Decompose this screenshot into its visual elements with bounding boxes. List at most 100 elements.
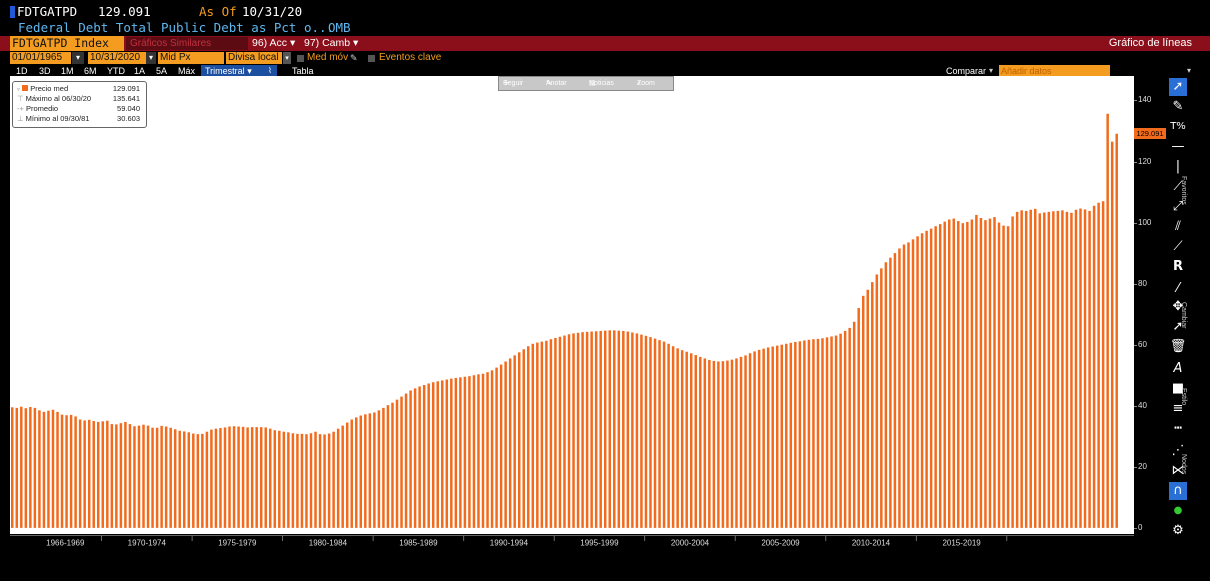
trend-line-icon[interactable]: ⟋ [1173, 179, 1183, 194]
data-bar [69, 414, 73, 528]
data-bar [717, 361, 720, 528]
line-weight-icon[interactable]: ≡ [1172, 401, 1184, 416]
currency-select[interactable]: Divisa local [226, 52, 282, 64]
brush-icon[interactable]: ⁄ [1176, 281, 1180, 296]
x-tick-label: 1970-1974 [128, 539, 167, 548]
average-marker-icon: -+ [17, 104, 24, 113]
data-bar [753, 351, 756, 528]
ticker-symbol[interactable]: FDTGATPD [17, 4, 78, 19]
data-bar [1011, 216, 1014, 528]
data-bar [549, 339, 553, 528]
data-bar [699, 356, 702, 528]
period-tab[interactable]: 6M [84, 66, 97, 76]
data-bar [1052, 211, 1055, 528]
period-tab[interactable]: 1A [134, 66, 146, 76]
data-bar [287, 432, 290, 528]
ticker-marker [10, 6, 15, 18]
expand-icon[interactable]: ▾ [1187, 66, 1192, 75]
end-date-field[interactable]: 10/31/2020 [88, 52, 147, 64]
select-icon[interactable]: ➚ [1172, 319, 1184, 334]
chart-plot-area[interactable] [10, 76, 1134, 534]
data-bar [920, 233, 924, 528]
horizontal-line-icon[interactable]: — [1171, 139, 1185, 154]
collapse-icon[interactable]: ▿ [17, 87, 21, 93]
ray-icon[interactable]: ⤢ [1172, 199, 1184, 214]
last-value-tag: 129.091 [1134, 127, 1166, 139]
data-bar [730, 359, 734, 528]
node-icon[interactable]: ⋰ [1171, 443, 1185, 458]
pencil-icon[interactable]: ✎ [1172, 99, 1184, 114]
y-tick-mark [1134, 100, 1137, 102]
data-bar [450, 378, 453, 528]
node-split-icon[interactable]: ⋉ [1171, 463, 1185, 478]
x-tick-label: 2005-2009 [761, 539, 800, 548]
actions-menu[interactable]: 96) Acc ▾ [252, 36, 295, 51]
data-bar [875, 274, 879, 528]
data-bar [536, 342, 539, 528]
frequency-select[interactable]: Trimestral ▾ [201, 65, 264, 77]
text-percent-icon[interactable]: T% [1170, 121, 1186, 132]
data-bar [563, 335, 566, 528]
compare-input[interactable]: Añadir datos [999, 65, 1110, 76]
data-bar [228, 426, 231, 528]
data-bar [1101, 201, 1105, 528]
retracement-icon[interactable]: R [1172, 259, 1183, 274]
data-bar [477, 374, 480, 528]
y-tick-label: 120 [1138, 156, 1152, 166]
period-tab[interactable]: 1M [61, 66, 74, 76]
legend-series-value: 129.091 [112, 84, 140, 93]
period-tab[interactable]: 5A [156, 66, 168, 76]
zoom-label: Zoom [637, 80, 655, 87]
color-dots-icon[interactable]: ● [1173, 505, 1183, 516]
start-date-field[interactable]: 01/01/1965 [10, 52, 71, 64]
color-swatch-icon[interactable]: ■ [1171, 381, 1185, 396]
data-bar [540, 341, 544, 528]
period-tab[interactable]: Máx [178, 66, 196, 76]
line-style-icon[interactable]: ┅ [1174, 421, 1182, 436]
period-tab[interactable]: 1D [16, 66, 28, 76]
magnet-icon[interactable]: ∩ [1169, 482, 1187, 500]
period-tab[interactable]: YTD [107, 66, 125, 76]
chart-legend[interactable]: ▿ Precio med 129.091 ⊤ Máximo al 06/30/2… [12, 81, 147, 128]
data-bar [74, 416, 77, 528]
data-bar [585, 331, 589, 528]
gear-icon[interactable]: ⚙ [1172, 523, 1184, 538]
chevron-down-icon: ▾ [989, 66, 994, 75]
calendar-icon[interactable]: ▾ [146, 52, 156, 64]
related-charts-button[interactable]: Gráficos Similares [126, 37, 248, 50]
data-bar [843, 330, 847, 528]
chart-type-label[interactable]: Gráfico de líneas [1108, 37, 1192, 49]
price-field-select[interactable]: Mid Px [158, 52, 224, 64]
chart-mini-toolbar: ✛ Seguir ✎ Anotar ▤ Noticias ⌕ Zoom [498, 76, 674, 91]
data-bar [1015, 211, 1019, 528]
data-bar [51, 409, 55, 528]
legend-high-value: 135.641 [112, 94, 140, 103]
data-bar [594, 331, 598, 528]
font-icon[interactable]: A [1173, 361, 1183, 376]
fibonacci-icon[interactable]: ⟋ [1173, 239, 1183, 254]
key-events-checkbox[interactable] [368, 55, 375, 62]
trash-icon[interactable]: 🗑 [1169, 339, 1187, 354]
moving-average-checkbox[interactable] [297, 55, 304, 62]
data-bar [60, 414, 64, 528]
data-bar [87, 419, 91, 528]
data-bar [689, 353, 693, 528]
channel-icon[interactable]: ⫽ [1175, 219, 1181, 234]
edit-menu[interactable]: 97) Camb ▾ [304, 36, 358, 51]
move-icon[interactable]: ✥ [1172, 299, 1184, 314]
pointer-icon[interactable]: ➚ [1169, 78, 1187, 96]
calendar-icon[interactable]: ▾ [72, 52, 84, 64]
chevron-down-icon[interactable]: ▾ [283, 52, 291, 64]
data-bar [264, 427, 267, 528]
line-chart-icon[interactable]: ⌇ [263, 65, 277, 77]
data-bar [649, 337, 652, 528]
period-tab[interactable]: 3D [39, 66, 51, 76]
asof-label: As Of [199, 4, 237, 19]
data-bar [1074, 209, 1078, 528]
pencil-icon[interactable]: ✎ [350, 53, 358, 63]
data-bar [463, 376, 467, 528]
data-bar [237, 426, 240, 528]
security-field[interactable]: FDTGATPD Index [10, 36, 124, 51]
table-button[interactable]: Tabla [292, 66, 314, 76]
vertical-line-icon[interactable]: | [1175, 159, 1181, 174]
